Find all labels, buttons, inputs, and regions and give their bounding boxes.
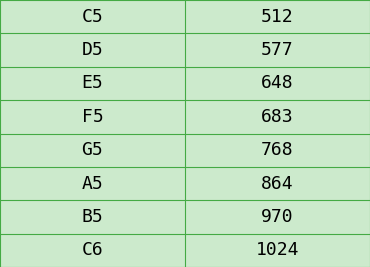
Bar <box>0 33 185 67</box>
Bar <box>0 234 185 267</box>
Bar <box>185 200 370 234</box>
Bar <box>0 67 185 100</box>
Text: 683: 683 <box>261 108 294 126</box>
Bar <box>185 167 370 200</box>
Bar <box>185 234 370 267</box>
Text: F5: F5 <box>82 108 103 126</box>
Text: E5: E5 <box>82 74 103 92</box>
Text: 1024: 1024 <box>256 241 299 259</box>
Text: C6: C6 <box>82 241 103 259</box>
Bar <box>0 200 185 234</box>
Bar <box>185 67 370 100</box>
Bar <box>185 0 370 33</box>
Bar <box>0 0 185 33</box>
Text: 512: 512 <box>261 8 294 26</box>
Bar <box>185 33 370 67</box>
Bar <box>0 134 185 167</box>
Text: C5: C5 <box>82 8 103 26</box>
Text: 768: 768 <box>261 141 294 159</box>
Bar <box>185 100 370 134</box>
Text: 648: 648 <box>261 74 294 92</box>
Bar <box>0 100 185 134</box>
Text: A5: A5 <box>82 175 103 193</box>
Bar <box>185 134 370 167</box>
Text: G5: G5 <box>82 141 103 159</box>
Bar <box>0 167 185 200</box>
Text: D5: D5 <box>82 41 103 59</box>
Text: B5: B5 <box>82 208 103 226</box>
Text: 970: 970 <box>261 208 294 226</box>
Text: 864: 864 <box>261 175 294 193</box>
Text: 577: 577 <box>261 41 294 59</box>
